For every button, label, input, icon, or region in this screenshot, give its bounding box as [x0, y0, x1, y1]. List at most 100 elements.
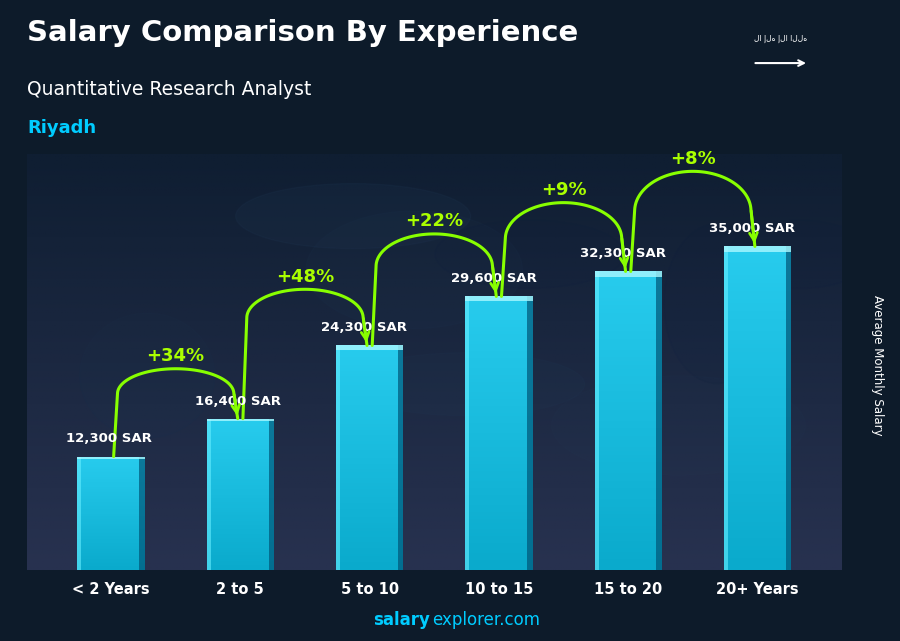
Bar: [724, 312, 791, 315]
Bar: [336, 402, 403, 404]
Bar: [77, 560, 145, 562]
Text: لا إله إلا الله: لا إله إلا الله: [754, 34, 807, 43]
Bar: [336, 435, 403, 438]
Bar: [77, 494, 145, 495]
Bar: [465, 560, 533, 563]
Bar: [77, 458, 145, 460]
Bar: [724, 429, 791, 433]
Bar: [77, 519, 145, 520]
Bar: [724, 469, 791, 473]
Bar: [465, 375, 533, 379]
Bar: [465, 423, 533, 427]
Bar: [207, 517, 274, 519]
Text: salary: salary: [374, 612, 430, 629]
Bar: [336, 514, 403, 517]
Bar: [207, 495, 274, 497]
Bar: [595, 380, 662, 383]
Bar: [207, 424, 274, 426]
Bar: [336, 520, 403, 522]
Bar: [465, 454, 533, 458]
Bar: [465, 334, 533, 338]
Bar: [207, 540, 274, 542]
Bar: [77, 522, 145, 524]
Bar: [77, 568, 145, 569]
Bar: [724, 417, 791, 420]
Bar: [465, 464, 533, 468]
Bar: [465, 502, 533, 505]
Bar: [398, 345, 403, 570]
Bar: [77, 472, 145, 474]
Bar: [465, 567, 533, 570]
Bar: [595, 440, 662, 444]
Bar: [77, 525, 145, 526]
Bar: [595, 369, 662, 372]
Bar: [77, 513, 145, 515]
Bar: [336, 374, 403, 376]
Bar: [724, 457, 791, 461]
Bar: [77, 497, 145, 498]
Bar: [207, 519, 274, 521]
Bar: [724, 550, 791, 554]
Bar: [77, 487, 145, 488]
Bar: [465, 437, 533, 440]
Bar: [724, 404, 791, 408]
Bar: [724, 461, 791, 465]
Bar: [77, 526, 145, 528]
Bar: [724, 530, 791, 534]
Bar: [207, 491, 274, 493]
Bar: [786, 246, 791, 570]
Text: explorer.com: explorer.com: [432, 612, 540, 629]
Bar: [595, 492, 662, 495]
Bar: [465, 495, 533, 499]
Text: Quantitative Research Analyst: Quantitative Research Analyst: [27, 80, 311, 99]
Bar: [724, 384, 791, 388]
Bar: [595, 346, 662, 350]
Bar: [724, 328, 791, 331]
Bar: [724, 246, 728, 570]
Bar: [77, 556, 145, 558]
Bar: [595, 462, 662, 466]
Bar: [77, 529, 145, 531]
Bar: [724, 490, 791, 494]
Bar: [77, 498, 145, 499]
Bar: [724, 315, 791, 319]
Bar: [336, 495, 403, 497]
Bar: [77, 532, 145, 533]
Bar: [336, 522, 403, 526]
Bar: [465, 348, 533, 351]
Bar: [724, 478, 791, 481]
Bar: [527, 296, 533, 570]
Bar: [595, 458, 662, 462]
Bar: [77, 552, 145, 553]
Bar: [656, 271, 662, 570]
Bar: [595, 540, 662, 544]
Bar: [465, 379, 533, 382]
Bar: [207, 479, 274, 481]
Bar: [724, 267, 791, 271]
Bar: [77, 539, 145, 540]
Bar: [595, 328, 662, 331]
Bar: [336, 551, 403, 554]
Bar: [77, 461, 145, 462]
Bar: [595, 271, 662, 275]
Bar: [595, 335, 662, 338]
Bar: [207, 489, 274, 491]
Bar: [336, 362, 403, 365]
Bar: [724, 291, 791, 295]
Bar: [336, 390, 403, 394]
Bar: [465, 420, 533, 423]
Bar: [595, 432, 662, 436]
Bar: [595, 444, 662, 447]
Bar: [207, 420, 274, 422]
Bar: [77, 456, 145, 458]
Bar: [77, 569, 145, 570]
Bar: [77, 512, 145, 513]
Bar: [336, 512, 403, 514]
Bar: [465, 557, 533, 560]
Bar: [336, 475, 403, 478]
Text: 12,300 SAR: 12,300 SAR: [66, 433, 151, 445]
Bar: [336, 489, 403, 492]
Bar: [77, 510, 145, 511]
Bar: [207, 419, 211, 570]
Bar: [336, 469, 403, 472]
